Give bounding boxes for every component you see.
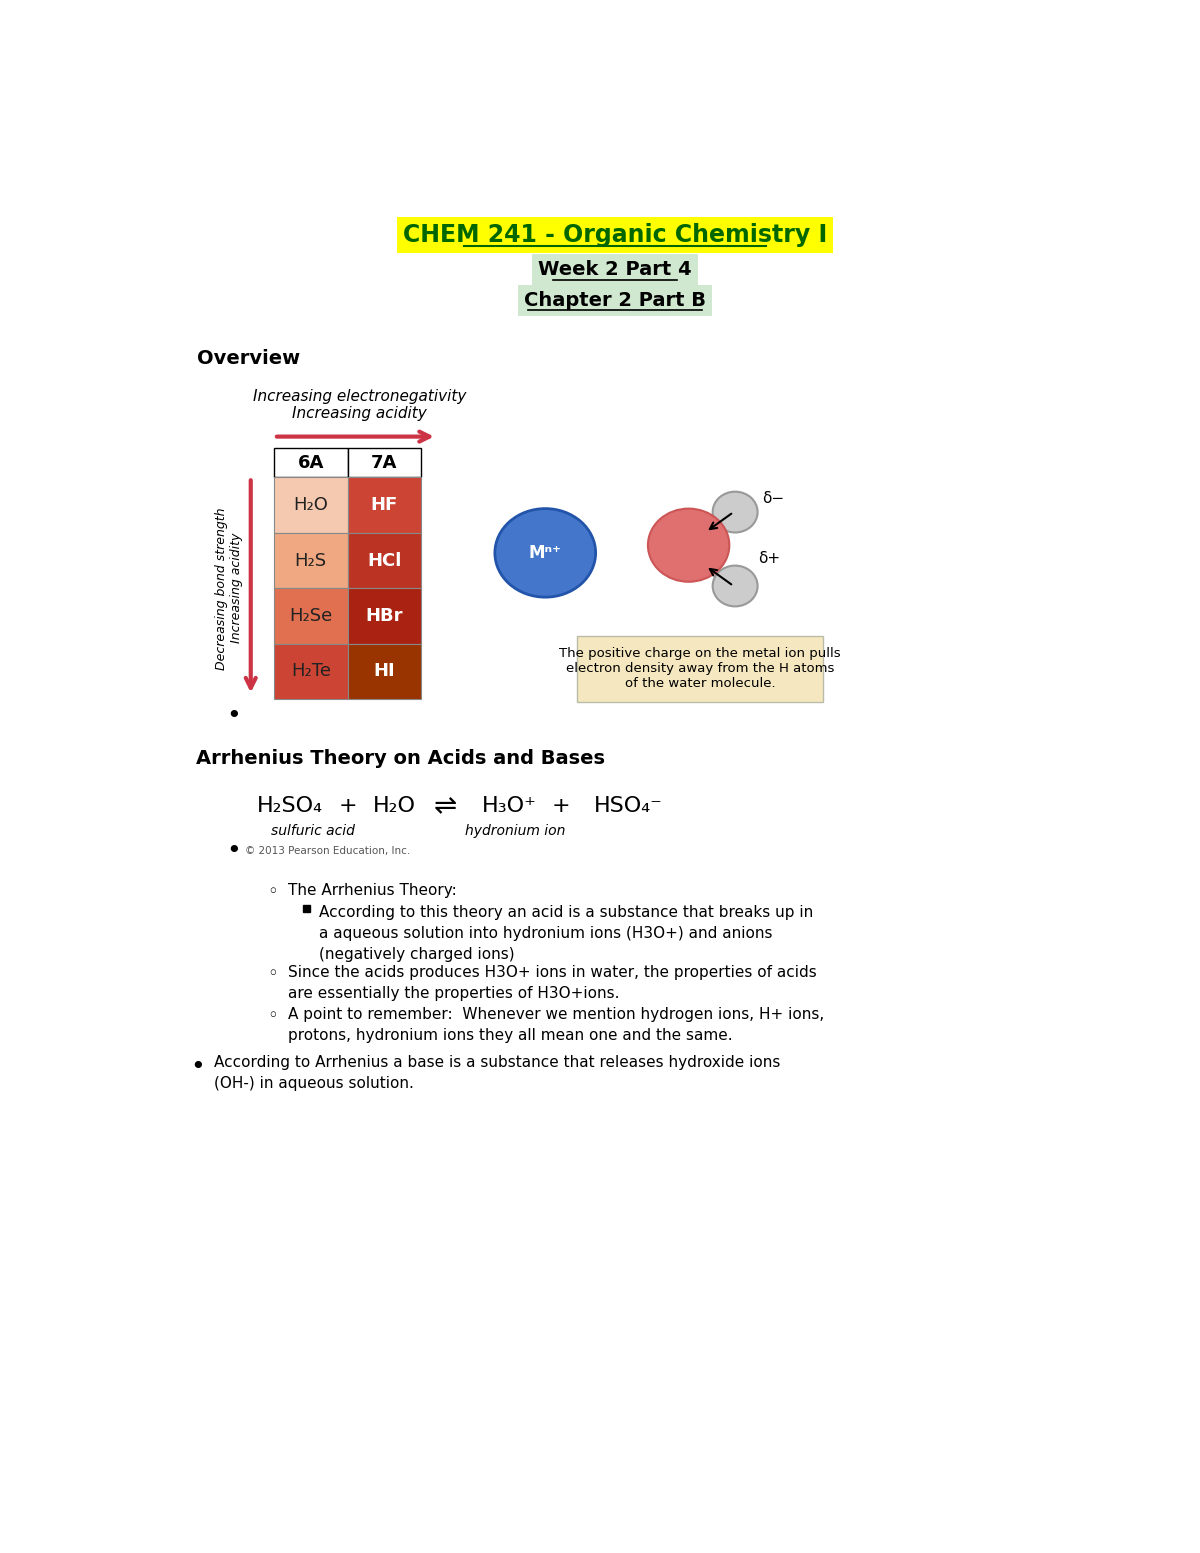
Text: ⇌: ⇌ [433,792,457,820]
Text: ◦: ◦ [268,884,277,901]
Text: The positive charge on the metal ion pulls
electron density away from the H atom: The positive charge on the metal ion pul… [559,648,841,690]
Text: H₂O: H₂O [373,797,416,817]
Text: H₂Te: H₂Te [290,663,331,680]
Bar [348,589,421,644]
Text: Week 2 Part 4: Week 2 Part 4 [538,259,692,280]
Text: According to this theory an acid is a substance that breaks up in
a aqueous solu: According to this theory an acid is a su… [319,905,814,961]
Text: The Arrhenius Theory:: The Arrhenius Theory: [288,884,457,898]
Text: ◦: ◦ [268,964,277,983]
Text: hydronium ion: hydronium ion [464,823,565,839]
Bar [348,449,421,477]
Text: Arrhenius Theory on Acids and Bases: Arrhenius Theory on Acids and Bases [197,749,606,769]
Text: HF: HF [371,495,398,514]
Bar [348,533,421,589]
FancyBboxPatch shape [577,635,823,702]
Text: H₂O: H₂O [293,495,329,514]
Text: H₂Se: H₂Se [289,607,332,624]
Text: H₃O⁺: H₃O⁺ [481,797,536,817]
Bar [274,589,348,644]
Text: Overview: Overview [197,348,300,368]
Text: sulfuric acid: sulfuric acid [271,823,355,839]
Text: δ+: δ+ [758,551,780,565]
Text: Mⁿ⁺: Mⁿ⁺ [529,544,562,562]
Text: Chapter 2 Part B: Chapter 2 Part B [524,290,706,309]
Text: H₂S: H₂S [295,551,326,570]
Ellipse shape [494,508,595,598]
Text: According to Arrhenius a base is a substance that releases hydroxide ions
(OH-) : According to Arrhenius a base is a subst… [214,1054,780,1090]
Bar [274,449,348,477]
Text: CHEM 241 - Organic Chemistry I: CHEM 241 - Organic Chemistry I [403,224,827,247]
Bar [274,533,348,589]
Bar [348,477,421,533]
Text: •: • [191,1054,205,1079]
Bar [348,644,421,699]
Text: 6A: 6A [298,453,324,472]
Text: © 2013 Pearson Education, Inc.: © 2013 Pearson Education, Inc. [245,846,410,856]
Text: A point to remember:  Whenever we mention hydrogen ions, H+ ions,
protons, hydro: A point to remember: Whenever we mention… [288,1008,824,1044]
Text: Since the acids produces H3O+ ions in water, the properties of acids
are essenti: Since the acids produces H3O+ ions in wa… [288,964,817,1000]
Text: •: • [227,704,241,728]
Ellipse shape [713,492,757,533]
Bar [274,477,348,533]
Text: +: + [338,797,356,817]
Ellipse shape [648,508,730,582]
Text: +: + [552,797,570,817]
Text: δ−: δ− [762,491,785,506]
Text: HSO₄⁻: HSO₄⁻ [594,797,662,817]
Text: HI: HI [373,663,395,680]
Text: Increasing acidity: Increasing acidity [292,405,427,421]
Text: ◦: ◦ [268,1008,277,1025]
Bar [304,905,311,912]
Text: Increasing electronegativity: Increasing electronegativity [252,390,466,404]
Bar [274,644,348,699]
Text: H₂SO₄: H₂SO₄ [257,797,323,817]
Text: •: • [227,839,241,863]
Text: Decreasing bond strength
Increasing acidity: Decreasing bond strength Increasing acid… [215,506,244,669]
Text: HBr: HBr [366,607,403,624]
Ellipse shape [713,565,757,606]
Text: HCl: HCl [367,551,402,570]
Text: 7A: 7A [371,453,397,472]
